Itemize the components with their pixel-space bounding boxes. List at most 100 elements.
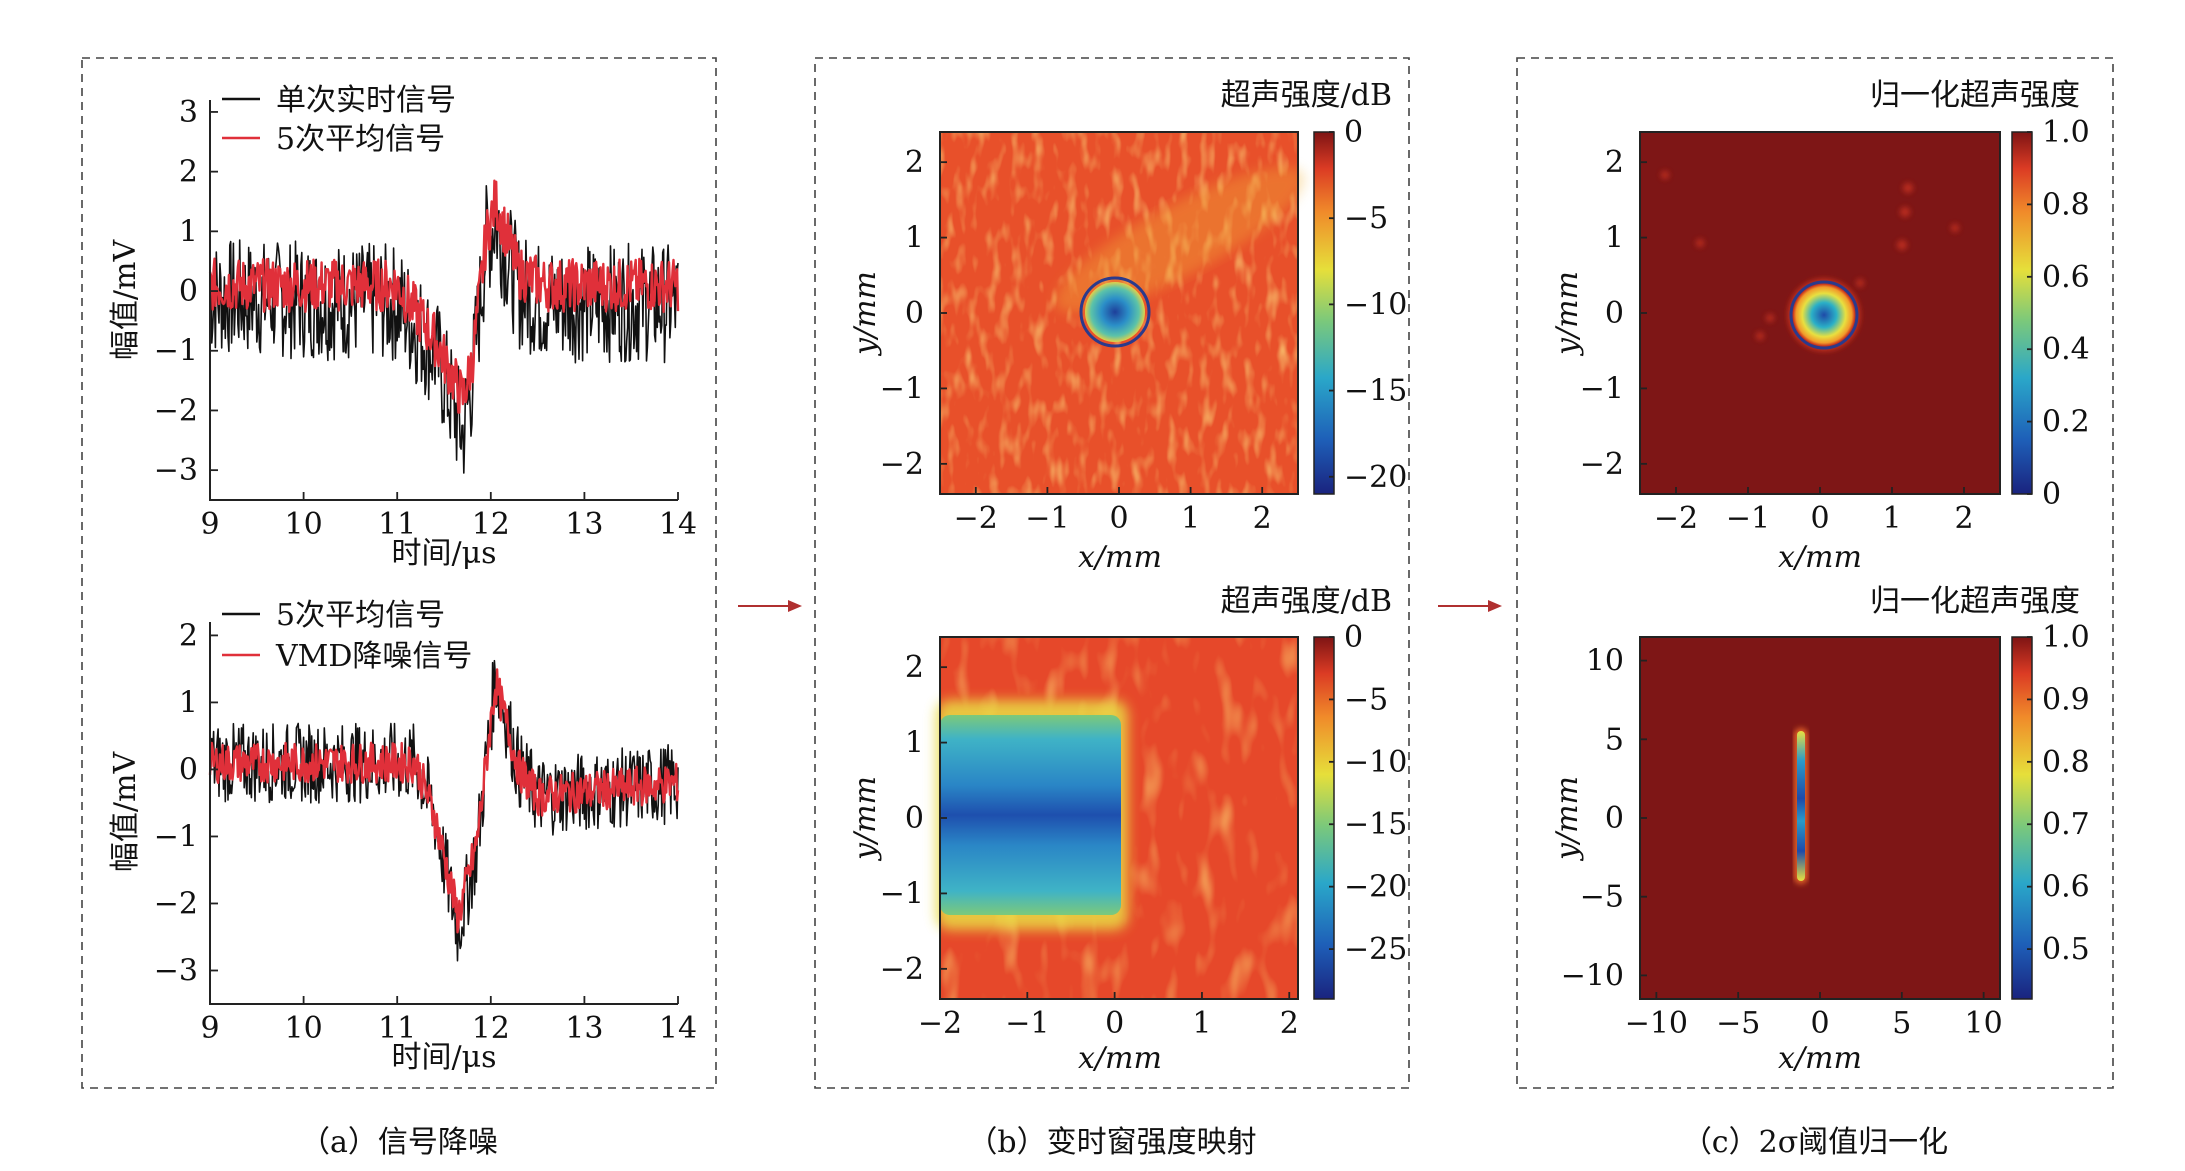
colorbar-tick-label: −10 (1344, 745, 1407, 780)
colorbar-tick-label: −25 (1344, 932, 1407, 967)
defect-circle (1789, 280, 1859, 350)
y-axis-label: 幅值/mV (108, 239, 143, 361)
x-axis-label: x/mm (1078, 1041, 1162, 1076)
colorbar-tick-label: −15 (1344, 807, 1407, 842)
x-tick-label: −2 (954, 501, 998, 536)
y-tick-label: 2 (1605, 145, 1624, 180)
colorbar-tick-label: −10 (1344, 287, 1407, 322)
colorbar-ticks: 0 0.2 0.4 0.6 0.8 1.0 (2027, 115, 2090, 512)
arrow-b-to-c (1438, 600, 1502, 612)
colorbar (1313, 636, 1335, 1000)
y-axis-label: 幅值/mV (108, 751, 143, 873)
colorbar-tick-label: −20 (1344, 460, 1407, 495)
axis-frame (209, 622, 678, 1005)
defect-circle (1079, 276, 1151, 348)
legend: 单次实时信号 5次平均信号 (222, 83, 456, 157)
colorbar-tick-label: 0.8 (2042, 187, 2090, 222)
x-tick-label: 10 (1965, 1006, 2003, 1041)
y-tick-label: −2 (154, 886, 198, 921)
y-tick-label: −2 (880, 952, 924, 987)
axis-ticks: −2 −1 0 1 2 −2 −1 0 1 2 (880, 145, 1272, 536)
colorbar-title: 超声强度/dB (1221, 584, 1392, 619)
x-tick-label: 2 (1253, 501, 1272, 536)
caption-a: （a）信号降噪 (300, 1125, 498, 1160)
colorbar-tick-label: −15 (1344, 374, 1407, 409)
x-tick-label: 11 (378, 507, 416, 542)
x-tick-label: 13 (565, 1011, 603, 1046)
arrow-a-to-b (738, 600, 802, 612)
colorbar-tick-label: −5 (1344, 682, 1388, 717)
panel-c-frame (1516, 57, 2114, 1089)
x-tick-label: −2 (918, 1006, 962, 1041)
y-tick-label: 10 (1586, 644, 1624, 679)
x-tick-label: −1 (1726, 501, 1770, 536)
colorbar-tick-label: 0.9 (2042, 682, 2090, 717)
x-tick-label: −1 (1005, 1006, 1049, 1041)
y-axis-label: y/mm (848, 776, 883, 862)
colorbar-title: 超声强度/dB (1221, 78, 1392, 113)
colorbar (2011, 131, 2033, 495)
x-tick-label: 11 (378, 1011, 416, 1046)
panel-b-frame (814, 57, 1410, 1089)
y-tick-label: −1 (880, 371, 924, 406)
colorbar (1313, 131, 1335, 495)
series-line-1 (209, 659, 679, 962)
legend-series-2: 5次平均信号 (276, 122, 445, 157)
colorbar-tick-label: 0 (2042, 477, 2061, 512)
colorbar-title: 归一化超声强度 (1870, 584, 2080, 619)
y-axis-label: y/mm (1550, 776, 1585, 862)
x-tick-label: 13 (565, 507, 603, 542)
series-line-1 (209, 185, 679, 474)
colorbar-tick-label: 0.5 (2042, 932, 2090, 967)
y-tick-label: −1 (1580, 371, 1624, 406)
x-tick-label: 0 (1810, 501, 1829, 536)
colorbar-tick-label: −5 (1344, 201, 1388, 236)
x-tick-label: 1 (1882, 501, 1901, 536)
y-tick-label: −1 (880, 876, 924, 911)
y-axis-label: y/mm (1550, 271, 1585, 357)
legend-series-2: VMD降噪信号 (275, 639, 472, 674)
y-tick-label: 1 (905, 221, 924, 256)
line-feature (1797, 731, 1805, 881)
x-tick-label: 1 (1181, 501, 1200, 536)
x-tick-label: 0 (1810, 1006, 1829, 1041)
y-tick-label: 0 (179, 752, 198, 787)
axis-ticks: −2 −1 0 1 2 −2 −1 0 1 2 (1580, 145, 1974, 536)
x-tick-label: −2 (1654, 501, 1698, 536)
diagonal-highlight (1055, 167, 1305, 313)
x-tick-label: 12 (472, 507, 510, 542)
x-tick-label: 10 (285, 507, 323, 542)
y-tick-label: 2 (905, 650, 924, 685)
colorbar-ticks: 0.5 0.6 0.7 0.8 0.9 1.0 (2027, 620, 2090, 967)
x-axis-label: x/mm (1778, 1041, 1862, 1076)
legend-series-1: 5次平均信号 (276, 598, 445, 633)
x-tick-label: 2 (1280, 1006, 1299, 1041)
series-line-2 (208, 668, 680, 934)
colorbar-tick-label: 0.7 (2042, 807, 2090, 842)
x-axis-label: 时间/μs (392, 1040, 497, 1075)
panel-a-frame (81, 57, 717, 1089)
colorbar-ticks: 0 −5 −10 −15 −20 (1329, 115, 1407, 495)
y-tick-label: 2 (905, 145, 924, 180)
x-tick-label: 14 (659, 507, 697, 542)
y-tick-label: 3 (179, 95, 198, 130)
y-tick-label: −10 (1561, 958, 1624, 993)
legend-series-1: 单次实时信号 (276, 83, 456, 118)
y-tick-label: 1 (905, 726, 924, 761)
series-line-2 (208, 179, 680, 414)
heatmap-background (1640, 637, 2000, 999)
x-axis-label: 时间/μs (392, 536, 497, 571)
y-tick-label: −2 (880, 447, 924, 482)
colorbar-tick-label: 1.0 (2042, 620, 2090, 655)
y-tick-label: −2 (154, 393, 198, 428)
y-axis-label: y/mm (848, 271, 883, 357)
colorbar-tick-label: 0 (1344, 620, 1363, 655)
colorbar-title: 归一化超声强度 (1870, 78, 2080, 113)
x-tick-label: 9 (200, 1011, 219, 1046)
y-tick-label: 0 (905, 801, 924, 836)
